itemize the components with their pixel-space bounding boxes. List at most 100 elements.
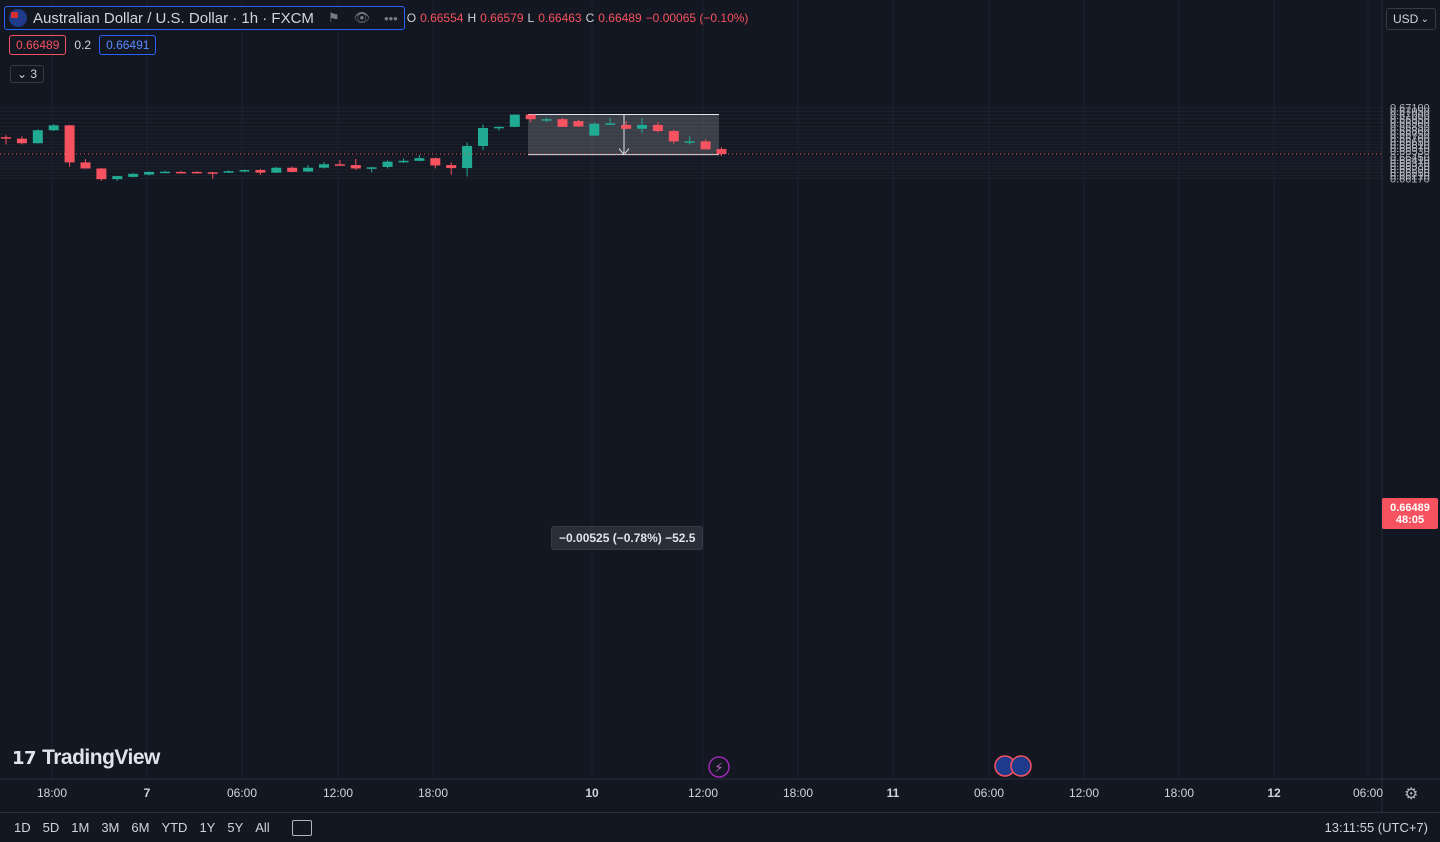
candle-body: [652, 124, 663, 132]
timeframe-button[interactable]: 1M: [71, 820, 90, 835]
low-value: 0.66463: [538, 11, 582, 25]
price-tick-label: 0.66850: [1390, 121, 1430, 133]
price-tick-label: 0.66210: [1390, 170, 1430, 182]
price-tick-label: 0.66530: [1390, 146, 1430, 158]
more-icon[interactable]: •••: [384, 10, 398, 26]
candle-body: [128, 173, 139, 177]
candle-body: [621, 124, 632, 129]
candle-body: [366, 167, 377, 169]
timeframe-button[interactable]: YTD: [161, 820, 188, 835]
measure-label: −0.00525 (−0.78%) −52.5: [551, 526, 704, 550]
economic-event-icon[interactable]: [1010, 755, 1032, 777]
timeframe-button[interactable]: 6M: [131, 820, 150, 835]
price-tick-label: 0.66290: [1390, 164, 1430, 176]
time-tick-label: 06:00: [1353, 786, 1383, 800]
indicators-count: 3: [30, 67, 38, 81]
chart-grid: [0, 0, 1382, 779]
price-tick-label: 0.66750: [1390, 129, 1430, 141]
candle-body: [541, 119, 552, 121]
price-chart[interactable]: 0.671000.670500.670000.669500.669000.668…: [0, 0, 1440, 812]
candle-body: [319, 164, 329, 168]
buy-price[interactable]: 0.66491: [99, 35, 157, 55]
bottom-toolbar: 1D 5D 1M 3M 6M YTD 1Y 5Y All 13:11:55 (UTC+7): [0, 812, 1440, 842]
timeframe-button[interactable]: 1Y: [199, 820, 216, 835]
lightning-glyph: ⚡: [714, 761, 723, 776]
price-tick-label: 0.66450: [1390, 152, 1430, 164]
candle-body: [446, 165, 457, 169]
time-tick-label: 12:00: [323, 786, 353, 800]
flag-marker-icon[interactable]: ⚑: [327, 10, 340, 25]
indicators-toggle-button[interactable]: ⌄ 3: [10, 65, 45, 83]
logo-text: TradingView: [42, 746, 160, 769]
timeframe-button[interactable]: 1D: [14, 820, 31, 835]
price-tick-label: 0.67050: [1390, 106, 1430, 118]
candle-body: [334, 164, 345, 166]
candle-body: [144, 171, 155, 175]
price-tick-label: 0.66330: [1390, 161, 1430, 173]
candle-body: [207, 172, 218, 174]
currency-label: USD: [1393, 12, 1419, 26]
price-axis: 0.671000.670500.670000.669500.669000.668…: [1381, 0, 1430, 812]
aud-usd-flag-icon: [9, 9, 27, 27]
candle-body: [478, 127, 488, 146]
last-price-tag: 0.66489 48:05: [1382, 498, 1438, 529]
event-lightning-icon[interactable]: [708, 756, 730, 778]
sell-price[interactable]: 0.66489: [9, 35, 67, 55]
close-label: C: [585, 11, 595, 25]
candle-body: [303, 167, 314, 172]
timeframe-button[interactable]: 5D: [42, 820, 60, 835]
candle-body: [382, 161, 393, 167]
symbol-legend: Australian Dollar / U.S. Dollar · 1h · F…: [4, 6, 748, 30]
price-tick-label: 0.66700: [1390, 133, 1430, 145]
calendar-range-icon[interactable]: [291, 819, 312, 836]
symbol-box[interactable]: Australian Dollar / U.S. Dollar · 1h · F…: [4, 6, 405, 30]
close-value: 0.66489: [598, 11, 642, 25]
candle-body: [80, 162, 91, 169]
candle-body: [64, 125, 75, 163]
clock[interactable]: 13:11:55 (UTC+7): [1324, 820, 1428, 835]
time-axis: 18:00 7 06:00 12:00 18:00 10 12:00 18:00 11 06:00…: [0, 778, 1440, 800]
candle-body: [462, 145, 473, 169]
price-tick-label: 0.66650: [1390, 137, 1430, 149]
symbol-title[interactable]: Australian Dollar / U.S. Dollar · 1h · F…: [33, 9, 314, 27]
candle-body: [716, 149, 727, 155]
settings-gear-icon[interactable]: ⚙: [1404, 786, 1419, 803]
candle-body: [414, 158, 425, 161]
candles-layer: [1, 114, 727, 181]
time-tick-label: 06:00: [227, 786, 257, 800]
open-value: 0.66554: [420, 11, 464, 25]
timeframe-list: 1D 5D 1M 3M 6M YTD 1Y 5Y All: [14, 820, 270, 835]
time-tick-label: 12:00: [1069, 786, 1099, 800]
price-tick-label: 0.67100: [1390, 102, 1430, 114]
candle-body: [684, 141, 695, 143]
time-tick-label: 12: [1267, 786, 1281, 800]
spread-value: 0.2: [74, 38, 92, 52]
price-tick-label: 0.66610: [1390, 140, 1430, 152]
tradingview-logo-icon: 𝟭𝟳: [12, 747, 37, 768]
open-label: O: [406, 11, 417, 25]
candle-body: [430, 158, 441, 166]
price-tick-label: 0.66170: [1390, 173, 1430, 185]
ohlc-values: O 0.66554 H 0.66579 L 0.66463 C 0.66489 −0.0…: [407, 11, 749, 25]
high-label: H: [467, 11, 477, 25]
tradingview-logo[interactable]: 𝟭𝟳 TradingView: [12, 746, 160, 770]
candle-body: [605, 123, 616, 125]
chevron-down-icon: ⌄: [17, 67, 28, 81]
candle-body: [175, 171, 186, 174]
candle-body: [48, 125, 59, 131]
time-tick-label: 7: [144, 786, 151, 800]
currency-select[interactable]: USD ⌄: [1386, 8, 1436, 30]
eye-icon[interactable]: 👁: [353, 10, 371, 25]
candle-body: [350, 165, 361, 169]
price-tick-label: 0.66800: [1390, 125, 1430, 137]
candle-body: [223, 171, 234, 173]
timeframe-button[interactable]: All: [255, 820, 270, 835]
timeframe-button[interactable]: 5Y: [227, 820, 244, 835]
timeframe-button[interactable]: 3M: [101, 820, 120, 835]
candle-body: [96, 168, 107, 180]
price-tick-label: 0.66900: [1390, 118, 1430, 130]
price-tick-label: 0.67000: [1390, 110, 1430, 122]
candle-body: [287, 167, 298, 172]
measure-arrowhead: [618, 148, 630, 156]
price-tick-label: 0.66950: [1390, 114, 1430, 126]
